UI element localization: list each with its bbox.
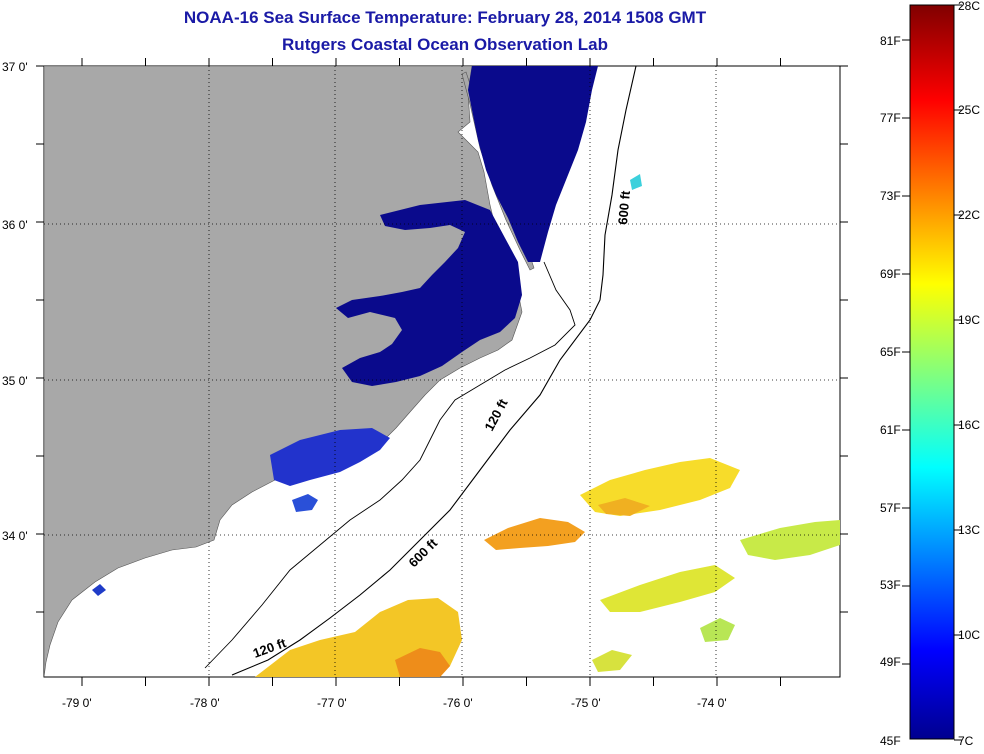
legend-f-label: 49F xyxy=(880,655,901,669)
colorbar-ticks xyxy=(902,4,962,741)
legend-f-label: 65F xyxy=(880,345,901,359)
warm-patch-south xyxy=(592,650,632,672)
lon-label: -76 0' xyxy=(443,696,473,710)
lon-label: -75 0' xyxy=(571,696,601,710)
legend-c-label: 10C xyxy=(958,628,980,642)
lat-label: 37 0' xyxy=(2,60,28,74)
onslow-bay-cold xyxy=(270,428,390,486)
map-subtitle: Rutgers Coastal Ocean Observation Lab xyxy=(282,35,608,54)
coordinate-grid xyxy=(44,66,840,677)
lon-label: -78 0' xyxy=(190,696,220,710)
legend-f-label: 77F xyxy=(880,111,901,125)
tiny-cold-patch xyxy=(92,584,106,596)
legend-c-label: 19C xyxy=(958,313,980,327)
lat-label: 34 0' xyxy=(2,529,28,543)
warm-patch-east xyxy=(740,520,840,560)
legend-f-label: 69F xyxy=(880,267,901,281)
pamlico-sound xyxy=(336,200,522,386)
legend-c-label: 16C xyxy=(958,418,980,432)
lat-label: 35 0' xyxy=(2,374,28,388)
legend-f-label: 73F xyxy=(880,189,901,203)
legend-c-label: 22C xyxy=(958,208,980,222)
warm-patch-hot-core xyxy=(395,648,450,677)
cyan-speck xyxy=(630,174,642,190)
small-cold-patch xyxy=(292,494,318,512)
legend-f-label: 57F xyxy=(880,501,901,515)
legend-f-label: 53F xyxy=(880,578,901,592)
cold-water-north xyxy=(468,66,598,262)
temperature-colorbar xyxy=(909,4,955,740)
warm-patch-east-small xyxy=(700,618,735,642)
lat-label: 36 0' xyxy=(2,218,28,232)
legend-f-label: 81F xyxy=(880,34,901,48)
legend-c-label: 13C xyxy=(958,523,980,537)
legend-c-label: 7C xyxy=(958,734,974,748)
contour-120ft-line xyxy=(204,261,576,669)
legend-f-label: 61F xyxy=(880,423,901,437)
warm-patch-orange-small xyxy=(598,498,650,516)
warm-patch-orange xyxy=(484,518,585,550)
map-title: NOAA-16 Sea Surface Temperature: Februar… xyxy=(183,8,707,27)
warm-patch-mid xyxy=(600,565,735,612)
lon-label: -77 0' xyxy=(317,696,347,710)
lon-label: -74 0' xyxy=(697,696,727,710)
contour-label-600ft-north: 600 ft xyxy=(615,189,633,225)
legend-f-label: 45F xyxy=(880,734,901,748)
lon-label: -79 0' xyxy=(62,696,92,710)
legend-c-label: 25C xyxy=(958,103,980,117)
axis-ticks xyxy=(36,58,848,686)
legend-c-label: 28C xyxy=(958,0,980,13)
